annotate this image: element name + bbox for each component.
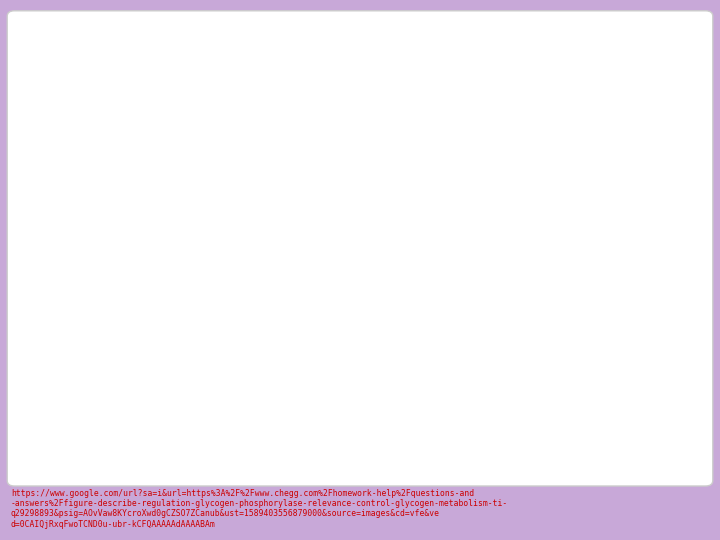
Text: (more active): (more active) [479, 369, 558, 382]
Text: phosphorylase: phosphorylase [95, 174, 186, 187]
Text: phosphorylase b: phosphorylase b [285, 336, 389, 349]
Text: https://www.google.com/url?sa=i&url=https%3A%2F%2Fwww.chegg.com%2Fhomework-help%: https://www.google.com/url?sa=i&url=http… [11, 489, 508, 529]
Text: glycogen: glycogen [308, 304, 366, 317]
FancyBboxPatch shape [187, 27, 418, 78]
Text: P: P [320, 173, 328, 183]
Text: (less active): (less active) [104, 239, 176, 252]
Text: (more active): (more active) [277, 239, 356, 252]
Text: (less active): (less active) [301, 369, 373, 382]
FancyBboxPatch shape [210, 174, 423, 251]
Text: ATP: ATP [171, 123, 196, 136]
Text: P$_i$: P$_i$ [132, 252, 145, 267]
Circle shape [505, 295, 546, 321]
FancyBboxPatch shape [228, 305, 446, 381]
Text: ADP: ADP [462, 251, 489, 264]
Text: kinase: kinase [297, 206, 337, 219]
Text: H$_2$O: H$_2$O [241, 252, 270, 267]
Circle shape [304, 165, 344, 191]
Text: kinase: kinase [120, 206, 161, 219]
Text: ATP: ATP [330, 251, 354, 264]
Text: phosphoprotein
phosphatase-1: phosphoprotein phosphatase-1 [138, 411, 243, 441]
Text: ADP: ADP [307, 123, 334, 136]
Text: protein kinase A: protein kinase A [246, 45, 359, 59]
Text: phosphorylase a: phosphorylase a [467, 336, 570, 349]
Text: phosphorylase: phosphorylase [271, 174, 362, 187]
Text: P$_i$: P$_i$ [323, 390, 336, 405]
Text: P: P [521, 303, 530, 313]
FancyBboxPatch shape [409, 305, 628, 381]
Text: H$_2$O: H$_2$O [431, 390, 459, 405]
FancyBboxPatch shape [85, 397, 297, 455]
Text: glycogen: glycogen [490, 304, 547, 317]
FancyBboxPatch shape [35, 174, 246, 251]
